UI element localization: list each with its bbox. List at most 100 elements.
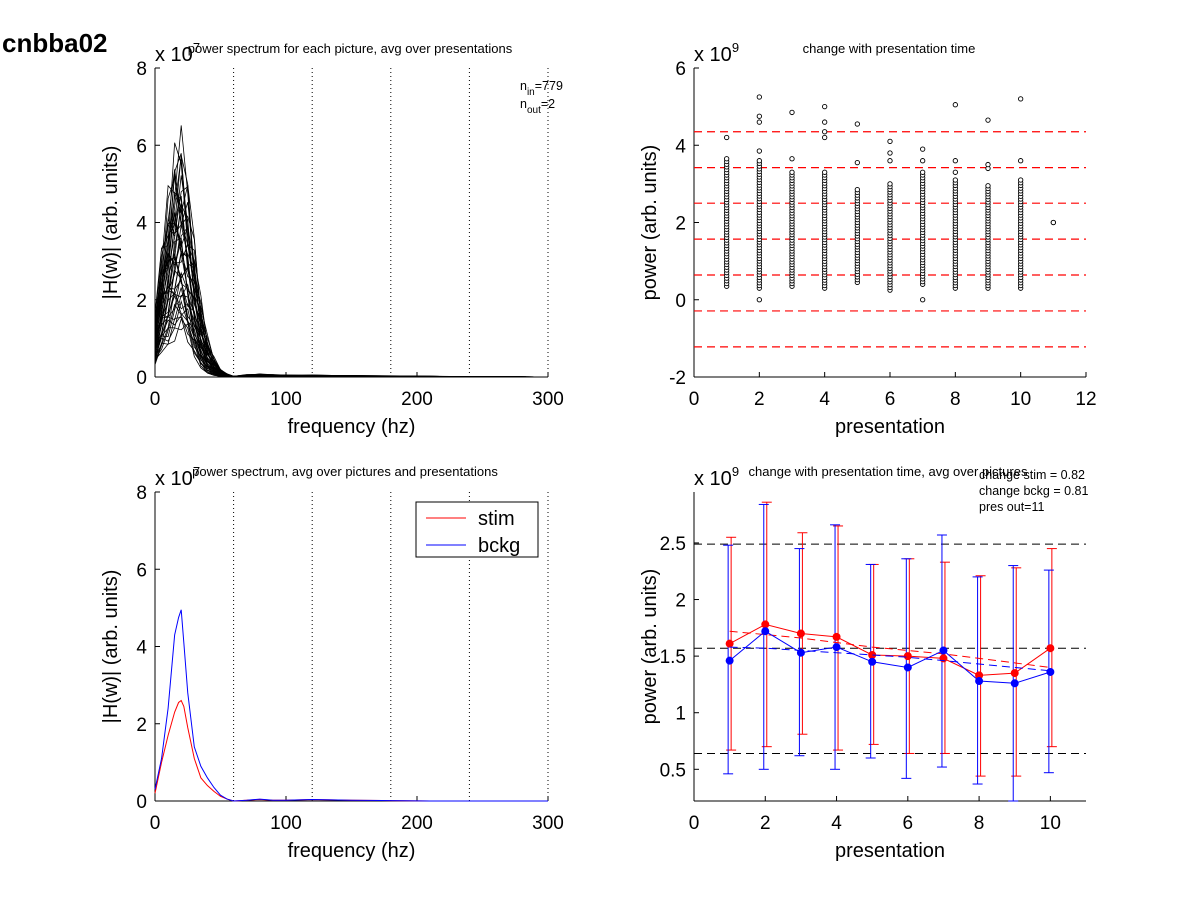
legend-label: bckg	[478, 535, 520, 557]
y-tick-label: 2	[136, 291, 147, 312]
y-tick-label: 4	[675, 136, 686, 157]
scatter-point	[724, 156, 730, 162]
x-tick-label: 4	[819, 389, 830, 410]
y-axis-label: |H(w)| (arb. units)	[100, 146, 122, 300]
scatter-point	[822, 134, 828, 141]
spectrum-line	[154, 221, 549, 378]
scatter-point	[756, 158, 762, 164]
series-marker-bckg	[975, 677, 984, 686]
scatter-point	[887, 150, 893, 156]
spectrum-line	[154, 184, 549, 378]
x-tick-label: 6	[885, 389, 896, 410]
series-marker-bckg	[868, 657, 877, 666]
exponent-base: x 10	[155, 44, 193, 66]
x-tick-label: 4	[831, 813, 842, 834]
chart-p4: 0 2 4 6 8 10 0.5 1 1.5 2 2.5 presentation power (arb…	[639, 464, 1089, 862]
x-tick-label: 10	[1040, 813, 1061, 834]
x-tick-label: 0	[150, 813, 161, 834]
y-axis-label: power (arb. units)	[639, 145, 661, 301]
y-exponent-label: x 107	[155, 40, 200, 66]
legend-box	[415, 501, 539, 558]
scatter-point	[920, 158, 926, 164]
scatter-point	[920, 297, 926, 303]
spectrum-line	[154, 202, 549, 378]
x-tick-label: 6	[903, 813, 914, 834]
series-marker-bckg	[903, 663, 912, 672]
y-axis-label: |H(w)| (arb. units)	[100, 570, 122, 724]
scatter-point	[985, 117, 991, 123]
scatter-point	[985, 183, 991, 189]
scatter-point	[822, 119, 828, 125]
y-tick-label: 2	[675, 591, 686, 612]
exponent-power: 9	[732, 40, 739, 55]
x-tick-label: 0	[689, 389, 700, 410]
spectrum-line	[154, 191, 549, 378]
x-tick-label: 10	[1010, 389, 1031, 410]
legend: stim bckg	[415, 501, 539, 558]
figure-label: cnbba02	[2, 28, 108, 58]
series-marker-bckg	[725, 656, 734, 665]
x-tick-label: 12	[1075, 389, 1096, 410]
series-marker-bckg	[832, 643, 841, 652]
x-tick-label: 300	[532, 813, 564, 834]
spectrum-line	[154, 204, 549, 378]
spectrum-line	[154, 156, 549, 378]
legend-label: stim	[478, 508, 515, 530]
scatter-point	[952, 177, 958, 183]
scatter-point	[1050, 219, 1056, 226]
scatter-point	[789, 156, 795, 162]
x-tick-label: 300	[532, 389, 564, 410]
series-line-stim	[154, 699, 548, 802]
y-tick-label: -2	[669, 368, 686, 389]
x-tick-label: 200	[401, 813, 433, 834]
chart-p3: 0 100 200 300 0 2 4 6 8 frequency (hz) |H(w)| (arb…	[100, 464, 564, 862]
scatter-point	[854, 121, 860, 127]
series-marker-stim	[903, 652, 912, 661]
stat-annotation: pres out=11	[979, 500, 1044, 514]
trend-line-stim	[729, 630, 1051, 668]
scatter-point	[789, 169, 795, 175]
spectrum-line	[154, 155, 549, 378]
n-sub: in	[527, 87, 535, 98]
x-axis-label: frequency (hz)	[288, 416, 416, 438]
x-tick-label: 2	[754, 389, 765, 410]
trend-line-bckg	[729, 646, 1051, 672]
scatter-point	[920, 146, 926, 152]
exponent-base: x 10	[155, 468, 193, 490]
y-tick-label: 2	[675, 214, 686, 235]
chart-title: change with presentation time	[803, 41, 976, 56]
y-axis-label: power (arb. units)	[639, 569, 661, 725]
exponent-power: 9	[732, 464, 739, 479]
y-exponent-label: x 107	[155, 464, 200, 490]
spectrum-line	[154, 177, 549, 378]
x-tick-label: 8	[974, 813, 985, 834]
annotation-n-in: nin=779	[520, 79, 563, 98]
x-tick-label: 100	[270, 389, 302, 410]
scatter-point	[887, 138, 893, 145]
scatter-point	[887, 181, 893, 187]
x-axis-label: presentation	[835, 416, 945, 438]
series-line-bckg	[729, 630, 1051, 684]
spectrum-line	[154, 173, 549, 378]
x-axis-label: presentation	[835, 840, 945, 862]
exponent-power: 7	[193, 40, 200, 55]
scatter-point	[985, 161, 991, 168]
x-tick-label: 2	[760, 813, 771, 834]
exponent-power: 7	[193, 464, 200, 479]
spectrum-line	[154, 169, 549, 378]
series-marker-stim	[1010, 669, 1019, 678]
series-marker-bckg	[761, 627, 770, 636]
n-val: =779	[535, 79, 563, 93]
y-tick-label: 0	[136, 792, 147, 813]
series-marker-stim	[725, 639, 734, 648]
scatter-point	[854, 159, 860, 166]
spectrum-line	[154, 185, 549, 378]
series-marker-stim	[1046, 644, 1055, 653]
n-sub: out	[527, 105, 541, 116]
exponent-base: x 10	[694, 468, 732, 490]
chart-p1: 0 100 200 300 0 2 4 6 8 frequency (hz) |H(w)| (arb…	[100, 40, 564, 438]
annotation-n-out: nout=2	[520, 97, 555, 116]
scatter-point	[1018, 177, 1024, 183]
y-tick-label: 6	[136, 136, 147, 157]
